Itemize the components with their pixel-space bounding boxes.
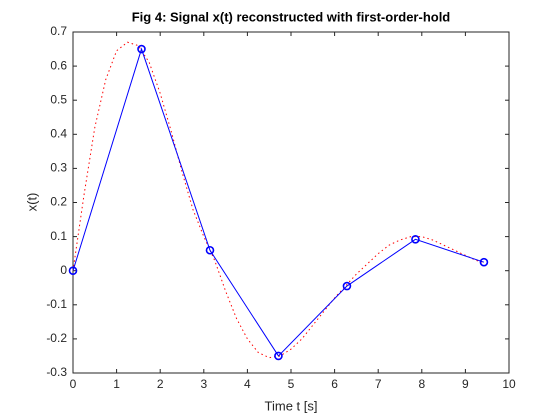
chart-title: Fig 4: Signal x(t) reconstructed with fi… [132, 9, 451, 24]
x-tick-label: 6 [331, 377, 338, 391]
x-tick-label: 5 [288, 377, 295, 391]
x-tick-label: 7 [375, 377, 382, 391]
x-axis-label: Time t [s] [265, 398, 318, 413]
y-tick-label: 0 [60, 263, 67, 277]
data-point [274, 351, 283, 361]
y-tick-label: 0.3 [50, 161, 67, 175]
x-tick-label: 1 [113, 377, 120, 391]
y-tick-label: -0.3 [46, 365, 67, 379]
y-axis-label: x(t) [24, 193, 39, 212]
x-tick-label: 0 [70, 377, 77, 391]
x-tick-label: 8 [418, 377, 425, 391]
x-tick-label: 4 [244, 377, 251, 391]
data-point [411, 235, 420, 244]
x-tick-label: 10 [502, 377, 516, 391]
series-line [72, 47, 485, 357]
y-tick-label: 0.4 [50, 126, 67, 140]
data-point [68, 266, 78, 276]
data-point [342, 281, 352, 291]
y-tick-label: 0.1 [50, 229, 67, 243]
x-tick-label: 3 [200, 377, 207, 391]
x-tick-label: 2 [157, 377, 164, 391]
y-tick-label: 0.6 [50, 58, 67, 72]
x-tick-label: 9 [462, 377, 469, 391]
y-tick-label: 0.5 [50, 92, 67, 106]
y-tick-label: -0.1 [46, 297, 67, 311]
data-point [205, 245, 215, 255]
plot-frame [72, 31, 510, 374]
data-point [479, 257, 489, 267]
y-tick-label: 0.7 [50, 24, 67, 38]
y-tick-label: 0.2 [50, 195, 67, 209]
data-point [137, 44, 146, 54]
y-tick-label: -0.2 [46, 331, 67, 345]
